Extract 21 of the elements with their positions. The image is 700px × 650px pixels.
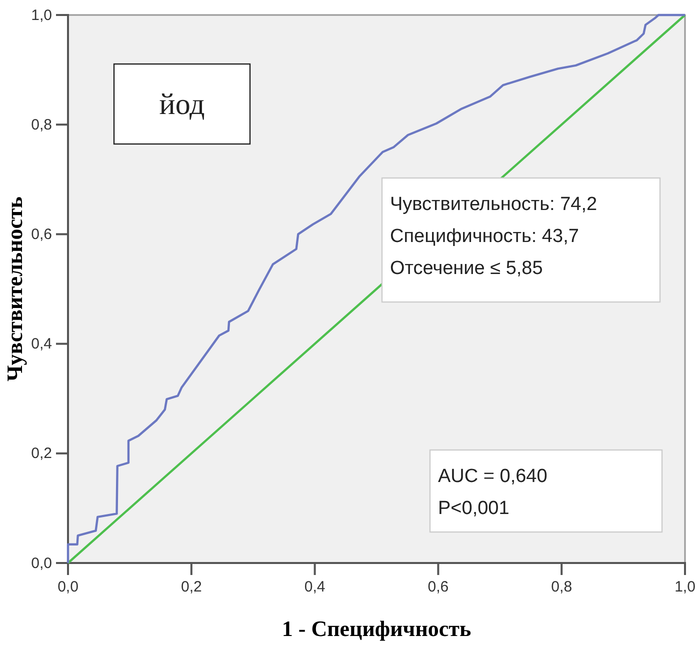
note-box: Чувствительность: 74,2 Специфичность: 43,7 Отсечение ≤ 5,85 (381, 177, 661, 303)
note-box: AUC = 0,640 P<0,001 (429, 449, 663, 533)
annotation: йод (159, 88, 205, 121)
y-tick-label: 0,6 (31, 226, 52, 243)
y-tick-label: 0,2 (31, 445, 52, 462)
y-axis-title: Чувствительность (2, 196, 27, 382)
x-tick-label: 0,8 (551, 578, 572, 596)
line-series (66, 14, 686, 564)
x-tick-label: 0,0 (58, 578, 78, 596)
x-tick-label: 0,6 (428, 578, 449, 596)
y-tick-label: 0,8 (31, 116, 52, 134)
y-tick-label: 0,4 (31, 336, 52, 353)
annotation: Чувствительность: 74,2 Специфичность: 43,7 Отсечение ≤ 5,85 (390, 194, 598, 279)
x-axis-title: 1 - Специфичность (282, 616, 472, 641)
y-tick-label: 0,0 (31, 554, 52, 572)
x-tick-label: 1,0 (674, 578, 696, 596)
x-tick-label: 0,4 (304, 578, 326, 596)
note-box: йод (113, 63, 251, 145)
annotation: AUC = 0,640 P<0,001 (438, 466, 548, 519)
x-tick-label: 0,2 (180, 578, 202, 596)
y-tick-label: 1,0 (31, 6, 52, 24)
